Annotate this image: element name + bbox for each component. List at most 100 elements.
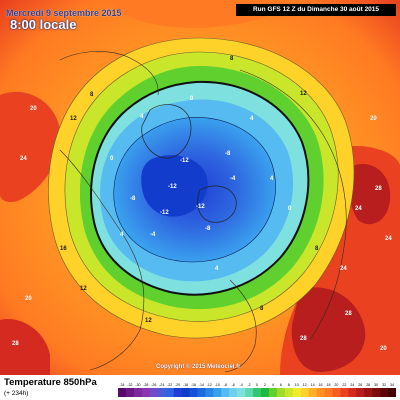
legend-swatch <box>141 388 151 397</box>
legend-tick-label: -24 <box>159 383 164 387</box>
legend-swatch <box>213 388 222 397</box>
legend-tick-label: 26 <box>358 383 362 387</box>
label-mid-1: 12 <box>80 286 87 292</box>
temperature-map: -12 -12 -12 -12 -8 -8 -8 4 4 4 4 4 -4 -4… <box>0 0 400 375</box>
legend-tick-label: -2 <box>247 383 250 387</box>
legend-swatch <box>205 388 214 397</box>
legend-swatch <box>268 388 278 397</box>
label-center-5: -8 <box>130 196 136 202</box>
legend-tick-label: -28 <box>143 383 148 387</box>
legend-tick-label: -6 <box>232 383 235 387</box>
polar-zone-labels: 4 4 4 4 4 -4 -4 0 0 0 <box>110 96 292 272</box>
label-center-6: -8 <box>225 151 231 157</box>
label-center-1: -12 <box>180 158 189 164</box>
mid-zone-labels: 12 12 12 12 8 8 8 8 16 <box>60 56 319 324</box>
contour-line-1 <box>64 51 339 322</box>
model-run-info: Run GFS 12 Z du Dimanche 30 août 2015 <box>236 4 396 16</box>
legend-swatch <box>181 388 190 397</box>
legend-tick-label: 4 <box>272 383 274 387</box>
legend-tick-label: 16 <box>319 383 323 387</box>
legend-swatch <box>276 388 286 397</box>
coastline-eurasia <box>239 69 347 341</box>
legend-tick-label: -10 <box>215 383 220 387</box>
zero-isotherm <box>90 80 310 296</box>
legend-swatch <box>372 388 381 397</box>
legend-swatch <box>324 388 333 397</box>
label-warm-12: 28 <box>12 341 19 347</box>
legend-tick-label: -32 <box>127 383 132 387</box>
label-mid-5: 8 <box>90 92 94 98</box>
hot-zone-sw <box>0 319 50 375</box>
legend-swatch <box>221 388 230 397</box>
legend-swatch <box>260 388 270 397</box>
label-warm-2: 20 <box>25 296 32 302</box>
legend-tick-label: 30 <box>374 383 378 387</box>
legend-swatch <box>173 388 182 397</box>
color-scale-legend: -34 -32 -30 -28 -26 -24 -22 -20 -18 -16 -14 -12 -10-… <box>118 380 396 398</box>
coldest-patch <box>141 155 208 217</box>
legend-tick-label: -14 <box>199 383 204 387</box>
label-center-7: -8 <box>205 226 211 232</box>
legend-tick-label: 14 <box>311 383 315 387</box>
label-warm-4: 20 <box>380 346 387 352</box>
label-polar-3: 4 <box>250 116 254 122</box>
label-polar-10: 0 <box>190 96 194 102</box>
coastline-greenland <box>141 104 192 159</box>
legend-tick-label: 8 <box>288 383 290 387</box>
legend-tick-label: -8 <box>224 383 227 387</box>
label-polar-6: -4 <box>230 176 236 182</box>
forecast-date: Mercredi 9 septembre 2015 <box>6 8 122 18</box>
legend-swatch <box>308 388 317 397</box>
legend-tick-label: -4 <box>240 383 243 387</box>
legend-swatch <box>300 388 309 397</box>
legend-swatch <box>356 388 365 397</box>
variable-title: Temperature 850hPa <box>4 377 97 388</box>
legend-swatch <box>316 388 325 397</box>
legend-tick-label: -30 <box>135 383 140 387</box>
legend-tick-label: 6 <box>280 383 282 387</box>
legend-swatch <box>292 388 301 397</box>
label-polar-2: 4 <box>270 176 274 182</box>
legend-swatch <box>189 388 198 397</box>
label-polar-4: 4 <box>140 114 144 120</box>
legend-tick-label: -16 <box>191 383 196 387</box>
label-mid-9: 16 <box>60 246 67 252</box>
legend-tick-label: 2 <box>264 383 266 387</box>
label-center-3: -12 <box>160 210 169 216</box>
legend-swatch <box>229 388 238 397</box>
label-warm-3: 20 <box>370 116 377 122</box>
legend-tick-label: 10 <box>295 383 299 387</box>
legend-tick-label: 24 <box>350 383 354 387</box>
legend-swatch <box>237 388 246 397</box>
very-hot-zone-ne <box>348 164 391 225</box>
legend-swatch <box>332 388 341 397</box>
copyright-notice: Copyright © 2015 Meteociel.fr <box>156 364 241 370</box>
legend-swatch <box>133 388 143 397</box>
contour-line-2 <box>48 37 355 339</box>
label-polar-8: 0 <box>288 206 292 212</box>
legend-tick-label: 32 <box>382 383 386 387</box>
legend-tick-label: 20 <box>334 383 338 387</box>
label-mid-4: 12 <box>145 318 152 324</box>
label-mid-3: 12 <box>70 116 77 122</box>
legend-swatch <box>149 388 159 397</box>
legend-tick-label: 28 <box>366 383 370 387</box>
label-warm-11: 28 <box>375 186 382 192</box>
legend-swatch <box>118 388 127 397</box>
legend-swatch <box>284 388 294 397</box>
legend-tick-label: -26 <box>151 383 156 387</box>
legend-swatch <box>157 388 166 397</box>
legend-tick-label: -18 <box>183 383 188 387</box>
label-mid-2: 12 <box>300 91 307 97</box>
legend-tick-label: -20 <box>175 383 180 387</box>
legend-swatch <box>348 388 357 397</box>
label-polar-1: 4 <box>120 232 124 238</box>
label-polar-9: 0 <box>110 156 114 162</box>
lead-time-label: (+ 234h) <box>4 390 29 397</box>
label-center-4: -12 <box>196 204 205 210</box>
very-hot-zone-east <box>291 287 366 372</box>
legend-tick-label: -34 <box>119 383 124 387</box>
coastline-europe <box>59 51 159 96</box>
legend-tick-label: 34 <box>390 383 394 387</box>
